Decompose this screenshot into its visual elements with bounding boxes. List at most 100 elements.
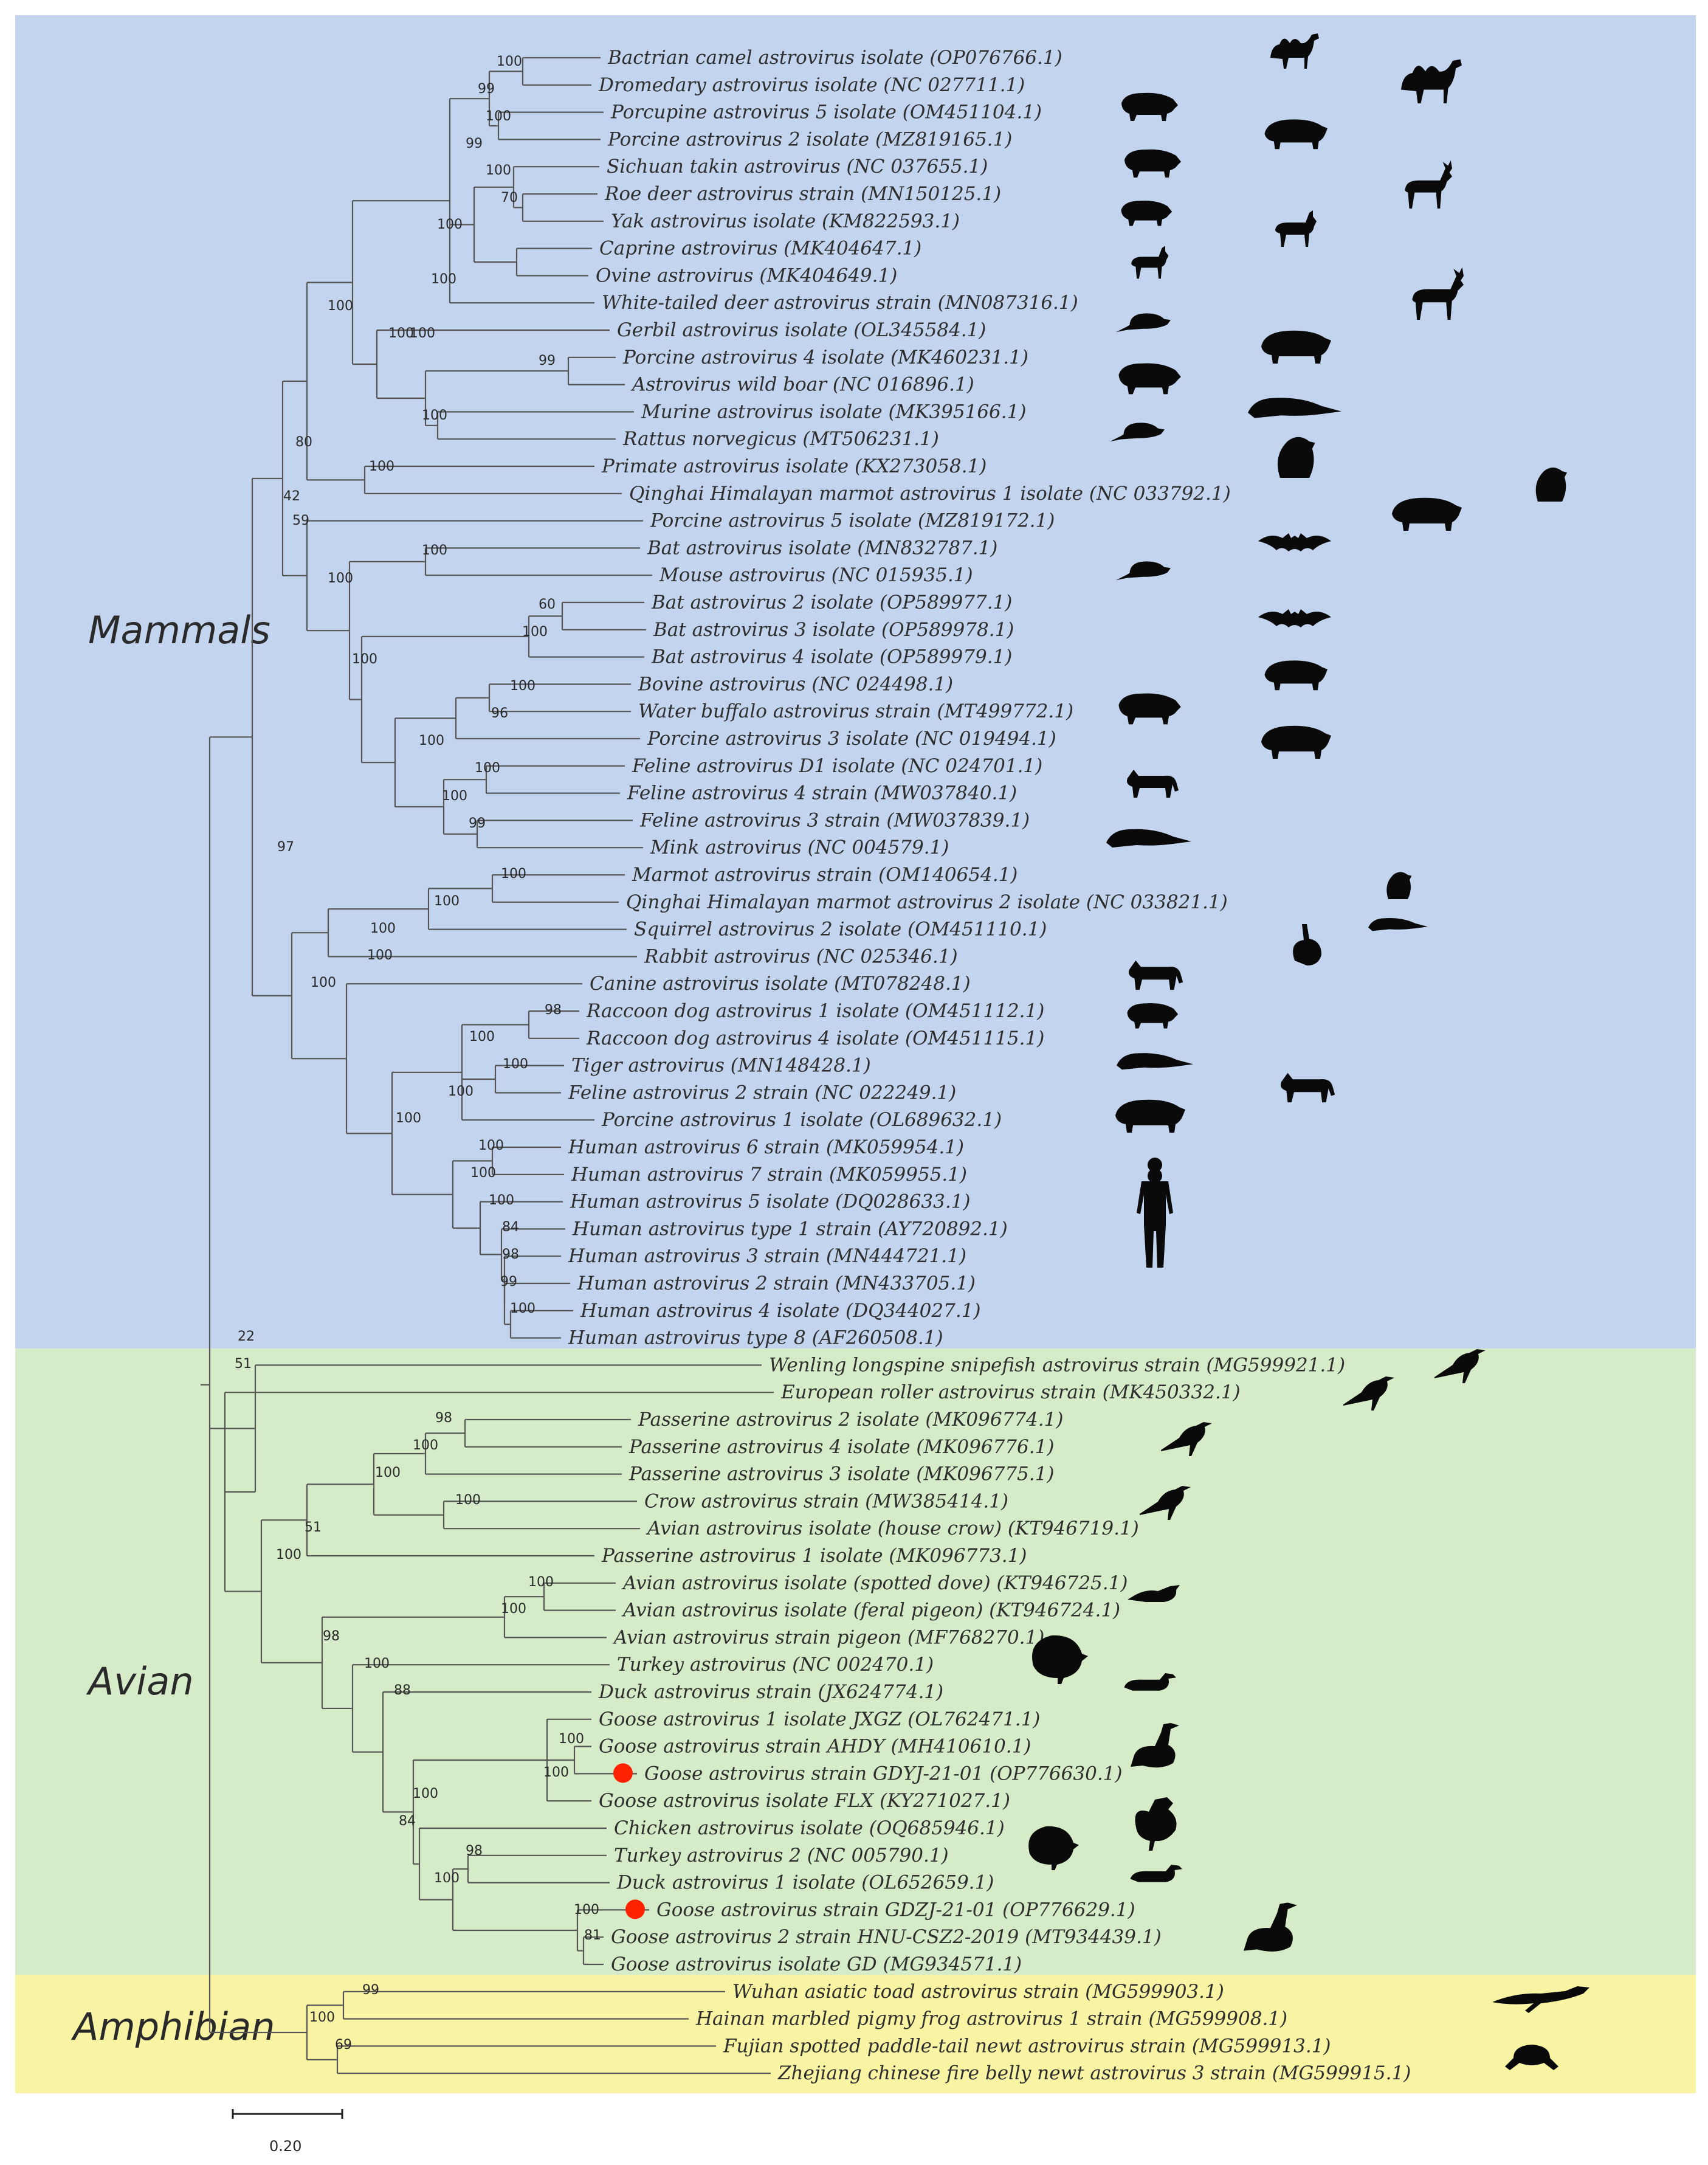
- leaf-label: Feline astrovirus 4 strain (MW037840.1): [627, 782, 1017, 804]
- leaf-label: White-tailed deer astrovirus strain (MN0…: [602, 292, 1078, 314]
- bootstrap-value: 100: [574, 1902, 599, 1918]
- bootstrap-value: 100: [501, 866, 526, 882]
- leaf-label: Ovine astrovirus (MK404649.1): [596, 264, 897, 286]
- leaf-label: Murine astrovirus isolate (MK395166.1): [641, 401, 1026, 423]
- bootstrap-value: 100: [448, 1084, 473, 1099]
- bootstrap-value: 100: [489, 1193, 514, 1208]
- bootstrap-value: 100: [431, 272, 456, 287]
- leaf-label: Mink astrovirus (NC 004579.1): [650, 837, 949, 858]
- duck-icon: [1124, 1673, 1176, 1691]
- leaf-label: Rabbit astrovirus (NC 025346.1): [644, 945, 958, 967]
- leaf-label: Wenling longspine snipefish astrovirus s…: [769, 1354, 1345, 1376]
- pig-icon: [1261, 330, 1331, 364]
- leaf-label: Human astrovirus 3 strain (MN444721.1): [568, 1245, 966, 1267]
- scale-bar-label: 0.20: [269, 2138, 301, 2155]
- bootstrap-value: 100: [328, 571, 353, 586]
- raccoon-dog-icon: [1127, 1003, 1179, 1029]
- bootstrap-value: 100: [434, 894, 460, 909]
- leaf-label: Avian astrovirus isolate (house crow) (K…: [646, 1518, 1139, 1539]
- leaf-label: Goose astrovirus strain GDYJ-21-01 (OP77…: [644, 1763, 1123, 1784]
- highlight-dot: [625, 1899, 645, 1919]
- bootstrap-value: 100: [497, 54, 522, 69]
- deer-icon: [1405, 160, 1452, 209]
- turkey-icon: [1028, 1826, 1079, 1870]
- dog-icon: [1128, 960, 1183, 990]
- leaf-label: Porcine astrovirus 5 isolate (MZ819172.1…: [650, 510, 1055, 532]
- bootstrap-value: 100: [528, 1575, 554, 1590]
- bootstrap-value: 100: [486, 109, 511, 124]
- pig-icon: [1392, 497, 1462, 531]
- bootstrap-value: 99: [362, 1983, 379, 1998]
- leaf-label: Gerbil astrovirus isolate (OL345584.1): [617, 319, 986, 341]
- leaf-label: Goose astrovirus 1 isolate JXGZ (OL76247…: [599, 1708, 1040, 1730]
- bootstrap-values: 1009910099100701001001001001009910080100…: [235, 54, 601, 2053]
- leaf-label: Squirrel astrovirus 2 isolate (OM451110.…: [634, 919, 1047, 941]
- chicken-icon: [1135, 1797, 1177, 1851]
- mink-icon: [1106, 829, 1191, 848]
- leaf-label: Goose astrovirus strain AHDY (MH410610.1…: [599, 1736, 1031, 1758]
- frog-icon: [1505, 2045, 1558, 2070]
- crow-icon: [1434, 1349, 1486, 1383]
- bootstrap-value: 100: [309, 2010, 335, 2025]
- bootstrap-value: 100: [419, 733, 444, 748]
- bootstrap-value: 98: [435, 1411, 452, 1426]
- bootstrap-value: 97: [277, 840, 294, 855]
- cat-icon: [1280, 1072, 1335, 1103]
- cat-icon: [1127, 770, 1179, 798]
- goose-icon: [1244, 1902, 1297, 1952]
- bootstrap-value: 100: [559, 1732, 584, 1747]
- bootstrap-value: 96: [491, 706, 508, 721]
- bootstrap-value: 60: [539, 597, 556, 612]
- turkey-icon: [1032, 1635, 1088, 1684]
- buffalo-icon: [1264, 660, 1327, 691]
- bootstrap-value: 42: [283, 489, 300, 504]
- toad-icon: [1492, 1986, 1589, 2013]
- bootstrap-value: 100: [543, 1765, 569, 1780]
- leaf-label: Bat astrovirus 3 isolate (OP589978.1): [653, 619, 1014, 641]
- bootstrap-value: 99: [469, 816, 486, 831]
- leaf-label: Qinghai Himalayan marmot astrovirus 2 is…: [626, 891, 1228, 913]
- bootstrap-value: 99: [466, 136, 483, 151]
- bootstrap-value: 99: [500, 1274, 517, 1290]
- bootstrap-value: 84: [502, 1220, 519, 1235]
- group-label-mammals: Mammals: [88, 608, 270, 652]
- bootstrap-value: 99: [478, 81, 495, 97]
- leaf-label: Raccoon dog astrovirus 1 isolate (OM4511…: [586, 1000, 1044, 1022]
- dove-icon: [1128, 1585, 1180, 1602]
- bootstrap-value: 100: [276, 1547, 301, 1562]
- bootstrap-value: 100: [369, 459, 394, 474]
- leaf-label: Passerine astrovirus 4 isolate (MK096776…: [628, 1436, 1054, 1458]
- leaf-label: Rattus norvegicus (MT506231.1): [622, 428, 939, 450]
- bootstrap-value: 98: [502, 1247, 519, 1262]
- leaf-label: Human astrovirus 6 strain (MK059954.1): [568, 1136, 964, 1158]
- leaf-label: Human astrovirus 2 strain (MN433705.1): [577, 1272, 976, 1294]
- leaf-label: Roe deer astrovirus strain (MN150125.1): [604, 183, 1001, 205]
- crow-icon: [1161, 1422, 1212, 1456]
- group-label-avian: Avian: [86, 1659, 194, 1704]
- boar-icon: [1121, 92, 1178, 121]
- leaf-label: Goose astrovirus isolate FLX (KY271027.1…: [599, 1790, 1010, 1812]
- bootstrap-value: 100: [522, 624, 548, 640]
- leaf-label: Porcine astrovirus 2 isolate (MZ819165.1…: [607, 128, 1012, 150]
- leaf-labels: Bactrian camel astrovirus isolate (OP076…: [568, 47, 1411, 2084]
- leaf-label: Raccoon dog astrovirus 4 isolate (OM4511…: [586, 1027, 1044, 1049]
- bootstrap-value: 100: [413, 1438, 438, 1453]
- leaf-label: Astrovirus wild boar (NC 016896.1): [630, 374, 974, 396]
- camel-icon: [1270, 33, 1319, 69]
- bootstrap-value: 100: [478, 1138, 504, 1153]
- leaf-label: Avian astrovirus strain pigeon (MF768270…: [612, 1626, 1044, 1648]
- leaf-label: Bat astrovirus isolate (MN832787.1): [647, 537, 997, 559]
- bootstrap-value: 59: [292, 513, 309, 528]
- leaf-label: Canine astrovirus isolate (MT078248.1): [590, 973, 971, 995]
- leaf-label: Avian astrovirus isolate (spotted dove) …: [621, 1572, 1128, 1594]
- leaf-label: Turkey astrovirus 2 (NC 005790.1): [614, 1845, 949, 1866]
- leaf-label: Mouse astrovirus (NC 015935.1): [659, 564, 973, 586]
- deer-icon: [1412, 267, 1464, 320]
- rodent-icon: [1116, 313, 1171, 333]
- leaf-label: Bactrian camel astrovirus isolate (OP076…: [607, 47, 1062, 69]
- bootstrap-value: 22: [238, 1329, 255, 1344]
- bootstrap-value: 100: [396, 1111, 421, 1126]
- leaf-label: Bat astrovirus 4 isolate (OP589979.1): [651, 646, 1012, 668]
- leaf-label: Human astrovirus type 1 strain (AY720892…: [572, 1218, 1008, 1240]
- marmot-icon: [1386, 872, 1412, 899]
